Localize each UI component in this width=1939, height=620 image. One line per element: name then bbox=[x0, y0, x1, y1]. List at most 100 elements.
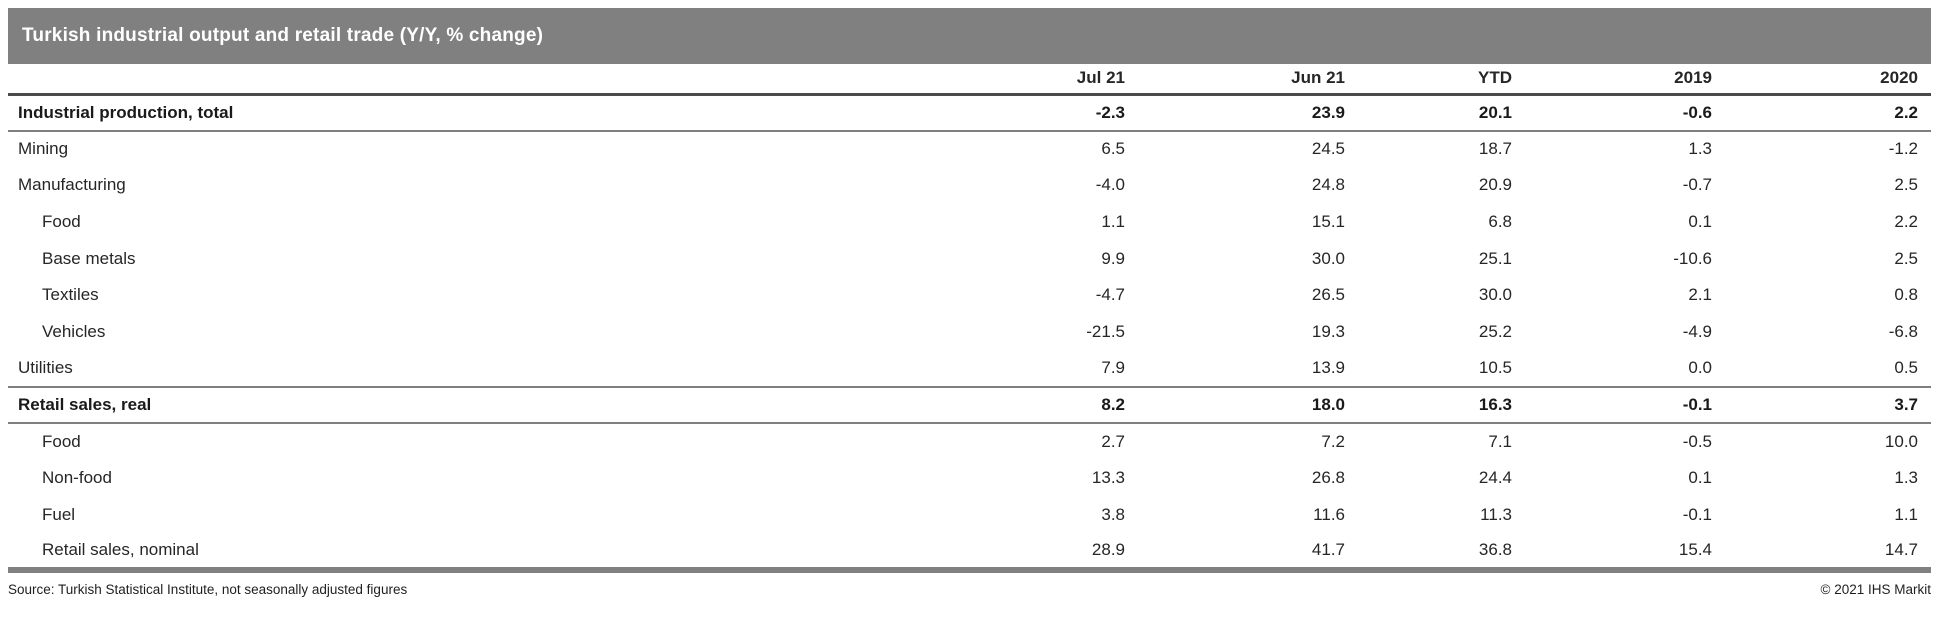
table-row: Industrial production, total -2.3 23.9 2… bbox=[8, 94, 1931, 132]
row-value: 15.1 bbox=[1311, 212, 1345, 232]
table-row: Food 1.1 15.1 6.8 0.1 2.2 bbox=[8, 204, 1931, 241]
row-value: -1.2 bbox=[1888, 139, 1918, 159]
row-label: Retail sales, real bbox=[8, 386, 905, 425]
row-value: 30.0 bbox=[1478, 285, 1512, 305]
table-row: Textiles -4.7 26.5 30.0 2.1 0.8 bbox=[8, 277, 1931, 314]
row-value: 26.5 bbox=[1311, 285, 1345, 305]
row-value: 26.8 bbox=[1311, 468, 1345, 488]
table-row: Food 2.7 7.2 7.1 -0.5 10.0 bbox=[8, 423, 1931, 460]
row-value: 11.6 bbox=[1313, 504, 1345, 524]
row-label: Vehicles bbox=[42, 321, 106, 341]
row-value: 11.3 bbox=[1480, 504, 1512, 524]
row-label: Non-food bbox=[42, 468, 112, 488]
row-value: 25.1 bbox=[1478, 248, 1512, 268]
row-value: 2.7 bbox=[1101, 432, 1125, 452]
row-value: 24.5 bbox=[1311, 139, 1345, 159]
table-row: Vehicles -21.5 19.3 25.2 -4.9 -6.8 bbox=[8, 314, 1931, 351]
row-label: Food bbox=[42, 212, 81, 232]
row-value: 1.3 bbox=[1894, 468, 1918, 488]
row-label: Manufacturing bbox=[18, 175, 126, 195]
row-value: 3.7 bbox=[1712, 386, 1931, 425]
row-label: Fuel bbox=[42, 504, 76, 524]
row-value: 2.2 bbox=[1712, 94, 1931, 132]
row-value: 1.1 bbox=[1101, 212, 1125, 232]
row-value: -6.8 bbox=[1888, 321, 1918, 341]
row-value: 41.7 bbox=[1125, 533, 1345, 573]
table-row: Non-food 13.3 26.8 24.4 0.1 1.3 bbox=[8, 460, 1931, 497]
row-value: 2.2 bbox=[1894, 212, 1918, 232]
page-title: Turkish industrial output and retail tra… bbox=[22, 25, 544, 46]
row-value: 1.1 bbox=[1894, 504, 1918, 524]
column-header-jun21: Jun 21 bbox=[1125, 64, 1345, 96]
table-header-row: Jul 21 Jun 21 YTD 2019 2020 bbox=[8, 64, 1931, 96]
row-value: -2.3 bbox=[905, 94, 1125, 132]
table-row: Fuel 3.8 11.6 11.3 -0.1 1.1 bbox=[8, 497, 1931, 534]
row-value: 0.5 bbox=[1712, 350, 1931, 388]
row-value: 7.2 bbox=[1321, 432, 1345, 452]
row-value: 0.1 bbox=[1688, 212, 1712, 232]
row-value: 0.8 bbox=[1894, 285, 1918, 305]
table-row: Retail sales, nominal 28.9 41.7 36.8 15.… bbox=[8, 533, 1931, 573]
column-header-blank bbox=[8, 64, 905, 96]
row-value: -21.5 bbox=[1086, 321, 1125, 341]
report-table-figure: Turkish industrial output and retail tra… bbox=[0, 8, 1939, 620]
row-label: Retail sales, nominal bbox=[8, 533, 905, 573]
row-value: 13.3 bbox=[1091, 468, 1125, 488]
row-value: 23.9 bbox=[1125, 94, 1345, 132]
row-value: 13.9 bbox=[1125, 350, 1345, 388]
row-value: 7.9 bbox=[905, 350, 1125, 388]
column-header-2020: 2020 bbox=[1712, 64, 1931, 96]
row-value: 2.5 bbox=[1894, 248, 1918, 268]
table-row: Mining 6.5 24.5 18.7 1.3 -1.2 bbox=[8, 131, 1931, 168]
row-value: -0.1 bbox=[1682, 504, 1712, 524]
row-value: 9.9 bbox=[1101, 248, 1125, 268]
column-header-ytd: YTD bbox=[1345, 64, 1512, 96]
row-value: 0.0 bbox=[1512, 350, 1712, 388]
row-value: 28.9 bbox=[905, 533, 1125, 573]
row-label: Utilities bbox=[8, 350, 905, 388]
row-value: 15.4 bbox=[1512, 533, 1712, 573]
row-value: 24.8 bbox=[1311, 175, 1345, 195]
row-value: -0.7 bbox=[1682, 175, 1712, 195]
table-header: Jul 21 Jun 21 YTD 2019 2020 bbox=[8, 64, 1931, 96]
table-row: Base metals 9.9 30.0 25.1 -10.6 2.5 bbox=[8, 240, 1931, 277]
row-value: -0.1 bbox=[1512, 386, 1712, 425]
row-value: 18.0 bbox=[1125, 386, 1345, 425]
row-value: 20.1 bbox=[1345, 94, 1512, 132]
row-value: 3.8 bbox=[1101, 504, 1125, 524]
row-label: Textiles bbox=[42, 285, 99, 305]
row-value: 18.7 bbox=[1478, 139, 1512, 159]
source-note: Source: Turkish Statistical Institute, n… bbox=[8, 581, 408, 597]
row-value: 10.0 bbox=[1884, 432, 1918, 452]
row-value: 1.3 bbox=[1688, 139, 1712, 159]
row-label: Industrial production, total bbox=[8, 94, 905, 132]
column-header-2019: 2019 bbox=[1512, 64, 1712, 96]
footer: Source: Turkish Statistical Institute, n… bbox=[8, 582, 1931, 597]
row-value: 7.1 bbox=[1488, 432, 1512, 452]
table-row: Utilities 7.9 13.9 10.5 0.0 0.5 bbox=[8, 350, 1931, 388]
row-value: 30.0 bbox=[1311, 248, 1345, 268]
row-value: -4.0 bbox=[1095, 175, 1125, 195]
column-header-jul21: Jul 21 bbox=[905, 64, 1125, 96]
data-table: Jul 21 Jun 21 YTD 2019 2020 Industrial p… bbox=[8, 64, 1931, 573]
row-value: 8.2 bbox=[905, 386, 1125, 425]
row-value: 2.1 bbox=[1688, 285, 1712, 305]
table-body: Industrial production, total -2.3 23.9 2… bbox=[8, 94, 1931, 573]
title-bar: Turkish industrial output and retail tra… bbox=[8, 8, 1931, 64]
row-label: Base metals bbox=[42, 248, 136, 268]
row-value: -0.5 bbox=[1682, 432, 1712, 452]
row-value: 2.5 bbox=[1894, 175, 1918, 195]
row-value: 10.5 bbox=[1345, 350, 1512, 388]
row-value: 0.1 bbox=[1688, 468, 1712, 488]
row-label: Food bbox=[42, 432, 81, 452]
row-value: 25.2 bbox=[1478, 321, 1512, 341]
row-value: -4.7 bbox=[1095, 285, 1125, 305]
table-row: Manufacturing -4.0 24.8 20.9 -0.7 2.5 bbox=[8, 167, 1931, 204]
row-value: -0.6 bbox=[1512, 94, 1712, 132]
row-value: 6.5 bbox=[1101, 139, 1125, 159]
row-value: 19.3 bbox=[1311, 321, 1345, 341]
row-value: 14.7 bbox=[1712, 533, 1931, 573]
row-value: -4.9 bbox=[1682, 321, 1712, 341]
row-value: 36.8 bbox=[1345, 533, 1512, 573]
copyright-note: © 2021 IHS Markit bbox=[1820, 581, 1932, 597]
